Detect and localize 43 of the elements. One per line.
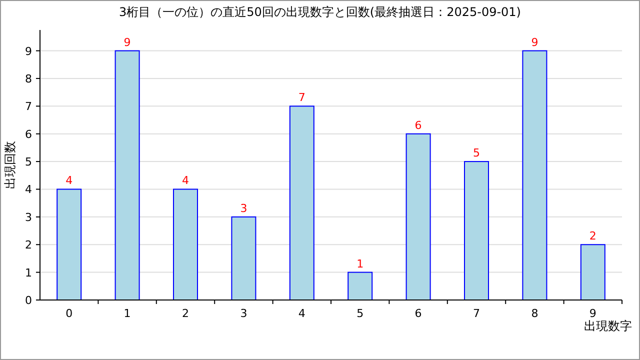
y-tick-label: 2	[25, 238, 32, 252]
bar	[56, 188, 82, 300]
x-tick-label: 1	[124, 307, 131, 320]
data-label: 9	[124, 36, 131, 49]
bar	[173, 188, 198, 300]
data-label: 5	[473, 146, 480, 160]
x-tick-label: 5	[356, 307, 364, 320]
x-axis-title: 出現数字	[584, 319, 632, 333]
data-label: 4	[182, 174, 189, 188]
x-tick-label: 4	[298, 307, 306, 320]
y-tick-label: 8	[25, 72, 32, 86]
y-axis-title: 出現回数	[3, 141, 17, 189]
y-tick-label: 9	[25, 44, 32, 58]
data-label: 9	[531, 36, 538, 49]
data-label: 7	[298, 91, 306, 104]
bar	[348, 272, 373, 300]
bar	[114, 50, 140, 300]
x-tick-label: 6	[414, 307, 422, 320]
bar	[580, 244, 606, 300]
x-tick-label: 9	[589, 307, 596, 320]
bar	[289, 106, 314, 300]
y-tick-label: 7	[25, 100, 32, 114]
x-tick-label: 2	[182, 307, 189, 320]
bar	[406, 133, 431, 300]
y-tick-label: 5	[25, 156, 32, 169]
y-tick-label: 3	[25, 210, 32, 224]
data-label: 1	[356, 257, 364, 270]
data-label: 6	[414, 118, 422, 132]
x-tick-label: 7	[473, 307, 480, 320]
x-tick-label: 0	[66, 307, 73, 320]
x-tick-label: 3	[240, 307, 248, 320]
chart-title: 3桁目（一の位）の直近50回の出現数字と回数(最終抽選日：2025-09-01)	[118, 5, 522, 19]
bar	[464, 161, 489, 300]
y-tick-label: 6	[25, 128, 32, 141]
data-label: 3	[240, 202, 248, 215]
y-tick-label: 4	[25, 183, 32, 196]
x-tick-label: 8	[531, 307, 538, 320]
y-tick-label: 1	[25, 266, 32, 280]
data-label: 4	[66, 174, 73, 188]
bar	[522, 50, 548, 300]
bar	[231, 216, 256, 300]
data-label: 2	[589, 230, 596, 243]
y-tick-label: 0	[25, 294, 32, 307]
